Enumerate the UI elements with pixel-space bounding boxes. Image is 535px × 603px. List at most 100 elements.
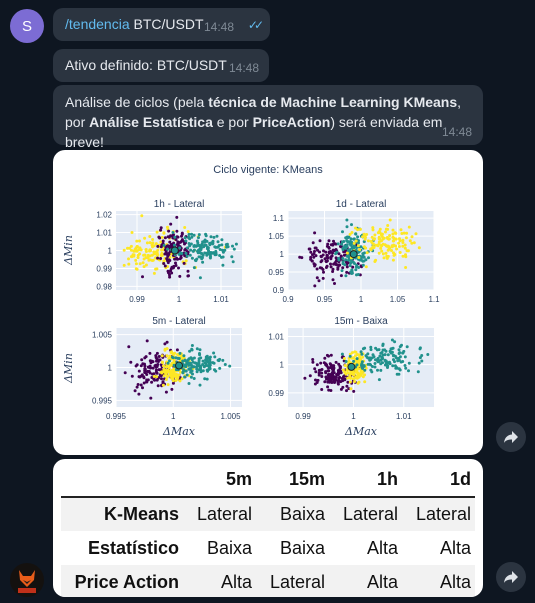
- data-point: [122, 263, 126, 267]
- data-point: [160, 248, 164, 252]
- data-point: [165, 375, 169, 379]
- chart-image-message[interactable]: Ciclo vigente: KMeans 0.99 1 1.01 1.02 1.01 1 0…: [53, 150, 483, 455]
- data-point: [168, 240, 172, 244]
- data-point: [192, 233, 196, 237]
- data-point: [376, 243, 380, 247]
- sender-avatar[interactable]: S: [10, 9, 44, 43]
- data-point: [161, 239, 165, 243]
- data-point: [392, 236, 396, 240]
- data-point: [146, 256, 150, 260]
- bot-avatar[interactable]: [10, 563, 44, 597]
- data-point: [155, 375, 159, 379]
- data-point: [338, 364, 342, 368]
- data-point: [162, 262, 166, 265]
- data-point: [144, 263, 148, 267]
- data-point: [151, 241, 155, 245]
- command-link[interactable]: /tendencia: [65, 16, 130, 32]
- data-point: [131, 253, 135, 257]
- data-point: [163, 342, 167, 346]
- message-command[interactable]: /tendencia BTC/USDT 14:48 ✓✓: [53, 8, 270, 41]
- data-point: [369, 345, 373, 349]
- subplot-title: 1d - Lateral: [336, 199, 387, 210]
- data-point: [332, 249, 336, 252]
- data-point: [345, 245, 349, 249]
- x-tick-label: 1: [351, 412, 356, 421]
- forward-button[interactable]: [496, 562, 526, 592]
- table-cell: Baixa: [279, 537, 325, 558]
- message-asset-defined[interactable]: Ativo definido: BTC/USDT 14:48: [53, 49, 269, 82]
- data-point: [176, 235, 180, 239]
- data-point: [325, 259, 329, 263]
- data-point: [201, 260, 205, 264]
- data-point: [197, 361, 201, 364]
- data-point: [366, 356, 370, 360]
- data-point: [201, 363, 205, 366]
- data-point: [190, 256, 194, 260]
- data-point: [322, 270, 325, 274]
- data-point: [184, 365, 188, 369]
- row-label: Estatístico: [87, 537, 179, 558]
- data-point: [171, 379, 175, 383]
- data-point: [393, 340, 397, 344]
- data-point: [148, 241, 152, 245]
- message-analysis-notice[interactable]: Análise de ciclos (pela técnica de Machi…: [53, 85, 483, 150]
- data-point: [331, 374, 335, 378]
- avatar-initial: S: [21, 17, 32, 35]
- data-point: [397, 348, 401, 352]
- data-point: [330, 371, 334, 375]
- data-point: [230, 255, 234, 259]
- data-point: [366, 239, 370, 243]
- forward-button[interactable]: [496, 422, 526, 452]
- message-text: Ativo definido: BTC/USDT: [65, 57, 227, 73]
- results-table-message[interactable]: 5m 15m 1h 1d K-Means Lateral Baixa Later…: [53, 459, 483, 597]
- data-point: [329, 363, 333, 367]
- data-point: [317, 279, 321, 283]
- x-axis-label: ΔMax: [162, 425, 196, 438]
- data-point: [176, 356, 180, 360]
- data-point: [172, 363, 176, 367]
- data-point: [329, 365, 333, 369]
- data-point: [191, 249, 195, 253]
- data-point: [345, 251, 349, 255]
- data-point: [340, 352, 344, 356]
- data-point: [136, 253, 140, 257]
- data-point: [314, 370, 318, 374]
- x-tick-label: 1.05: [390, 295, 406, 304]
- data-point: [352, 246, 356, 250]
- data-point: [175, 348, 179, 352]
- data-point: [376, 356, 380, 360]
- table-cell: Baixa: [256, 497, 329, 531]
- data-point: [220, 243, 224, 247]
- data-point: [393, 231, 397, 235]
- data-point: [331, 267, 335, 271]
- data-point: [315, 267, 319, 271]
- data-point: [386, 224, 390, 227]
- data-point: [313, 263, 317, 267]
- data-point: [214, 369, 218, 373]
- data-point: [401, 238, 405, 242]
- data-point: [337, 252, 341, 256]
- data-point: [391, 258, 395, 262]
- data-point: [129, 360, 133, 364]
- data-point: [318, 239, 322, 243]
- data-point: [397, 245, 401, 248]
- data-point: [388, 360, 391, 364]
- data-point: [352, 359, 356, 363]
- data-point: [174, 261, 177, 265]
- data-point: [391, 228, 395, 232]
- data-point: [185, 360, 189, 364]
- data-point: [189, 242, 193, 246]
- data-point: [324, 266, 328, 269]
- data-point: [197, 236, 200, 240]
- data-point: [319, 255, 323, 259]
- data-point: [313, 246, 317, 250]
- data-point: [349, 261, 353, 265]
- data-point: [192, 377, 196, 380]
- x-tick-label: 1: [177, 295, 182, 304]
- data-point: [334, 378, 338, 382]
- data-point: [207, 361, 211, 365]
- data-point: [326, 385, 330, 389]
- data-point: [177, 252, 181, 256]
- data-point: [388, 246, 392, 250]
- data-point: [148, 254, 152, 258]
